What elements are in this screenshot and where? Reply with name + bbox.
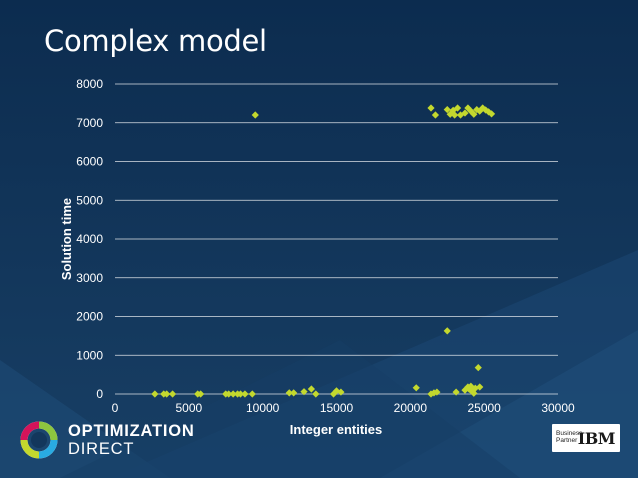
data-point [467, 107, 475, 115]
x-tick-label: 5000 [175, 401, 202, 415]
data-point [465, 385, 473, 393]
data-point [453, 104, 462, 112]
data-point [470, 110, 478, 118]
chart-gridlines [115, 83, 558, 395]
data-point [470, 389, 478, 397]
x-tick-label: 15000 [320, 401, 354, 415]
data-point [412, 384, 420, 392]
y-tick-label: 7000 [76, 116, 103, 130]
data-point [251, 111, 259, 119]
slide-title: Complex model [44, 24, 267, 58]
partner-badge-line1: Business [556, 430, 583, 437]
data-point [456, 111, 465, 119]
data-point [337, 388, 345, 396]
data-point [290, 389, 298, 397]
data-point [451, 111, 459, 119]
y-tick-label: 4000 [76, 232, 103, 246]
data-point [433, 388, 441, 396]
data-point [476, 383, 484, 391]
y-tick-label: 1000 [76, 348, 103, 362]
x-tick-label: 20000 [394, 401, 428, 415]
x-tick-label: 0 [112, 401, 119, 415]
data-point [430, 389, 438, 397]
y-tick-label: 0 [96, 387, 103, 401]
data-point [236, 390, 245, 398]
data-point [474, 364, 482, 372]
ibm-logo: IBM [577, 429, 616, 448]
data-point [487, 110, 496, 118]
x-tick-label: 25000 [467, 401, 501, 415]
data-point [446, 110, 454, 118]
data-point [482, 106, 490, 114]
data-point [431, 111, 440, 119]
data-point [241, 390, 249, 398]
y-tick-label: 5000 [76, 193, 103, 207]
data-point [168, 390, 177, 398]
logo-wordmark-line1: OPTIMIZATION [68, 422, 195, 440]
data-point [248, 390, 256, 398]
y-tick-label: 2000 [76, 310, 103, 324]
data-point [225, 390, 233, 398]
data-point [427, 104, 435, 112]
logo-wordmark-line2: DIRECT [68, 440, 135, 458]
ibm-business-partner-badge: Business Partner IBM [552, 424, 620, 452]
data-point [285, 389, 293, 397]
logo-ring-icon [20, 421, 58, 459]
y-axis-title: Solution time [59, 198, 74, 280]
data-point [300, 388, 308, 396]
partner-badge-line2: Partner [556, 437, 578, 444]
data-point [452, 388, 460, 396]
data-point [229, 390, 237, 398]
data-point [312, 390, 320, 398]
y-tick-label: 8000 [76, 77, 103, 91]
data-point [461, 109, 469, 117]
data-point [197, 390, 205, 398]
x-tick-label: 10000 [246, 401, 280, 415]
data-point [151, 390, 159, 398]
data-point [443, 327, 451, 335]
optimization-direct-logo: OPTIMIZATION DIRECT [18, 418, 238, 462]
data-point [476, 107, 484, 115]
x-tick-label: 30000 [541, 401, 575, 415]
data-point [163, 390, 171, 398]
y-tick-label: 6000 [76, 155, 103, 169]
data-point [307, 385, 315, 393]
data-points [151, 104, 496, 398]
data-point [443, 105, 451, 114]
y-tick-label: 3000 [76, 271, 103, 285]
y-axis-ticks: 0 1000 2000 3000 4000 5000 6000 7000 8000 [76, 77, 103, 401]
x-axis-title: Integer entities [290, 422, 382, 437]
x-axis-ticks: 0 5000 10000 15000 20000 25000 30000 [112, 401, 575, 415]
